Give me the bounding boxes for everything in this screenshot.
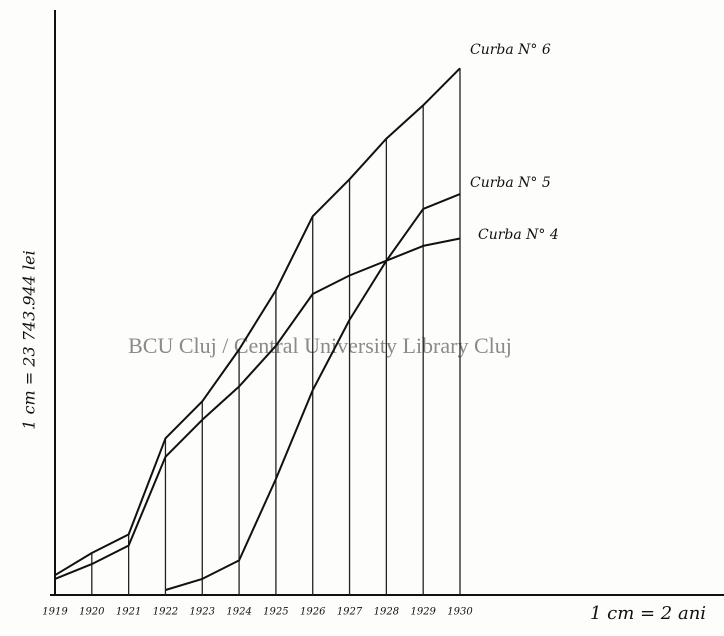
curve-label: Curba N° 4 bbox=[478, 227, 559, 243]
curve bbox=[54, 67, 461, 577]
curve-label: Curba N° 5 bbox=[470, 175, 551, 191]
x-tick-label: 1930 bbox=[447, 607, 473, 618]
x-tick-label: 1919 bbox=[42, 607, 68, 618]
x-tick-label: 1923 bbox=[190, 607, 215, 618]
curve bbox=[165, 193, 461, 591]
curve-label: Curba N° 6 bbox=[470, 42, 551, 58]
x-tick-label: 1921 bbox=[116, 607, 141, 618]
x-tick-label: 1920 bbox=[79, 607, 105, 618]
x-tick-label: 1924 bbox=[226, 607, 251, 618]
x-tick-label: 1927 bbox=[337, 607, 363, 618]
x-tick-label: 1929 bbox=[410, 607, 436, 618]
x-tick-label: 1922 bbox=[153, 607, 178, 618]
x-tick-label: 1928 bbox=[374, 607, 399, 618]
y-axis-label: 1 cm = 23 743.944 lei bbox=[20, 250, 39, 429]
watermark: BCU Cluj / Central University Library Cl… bbox=[128, 333, 512, 358]
x-tick-label: 1926 bbox=[300, 607, 326, 618]
x-axis-label: 1 cm = 2 ani bbox=[590, 603, 706, 624]
curve bbox=[54, 237, 461, 580]
x-tick-label: 1925 bbox=[263, 607, 288, 618]
